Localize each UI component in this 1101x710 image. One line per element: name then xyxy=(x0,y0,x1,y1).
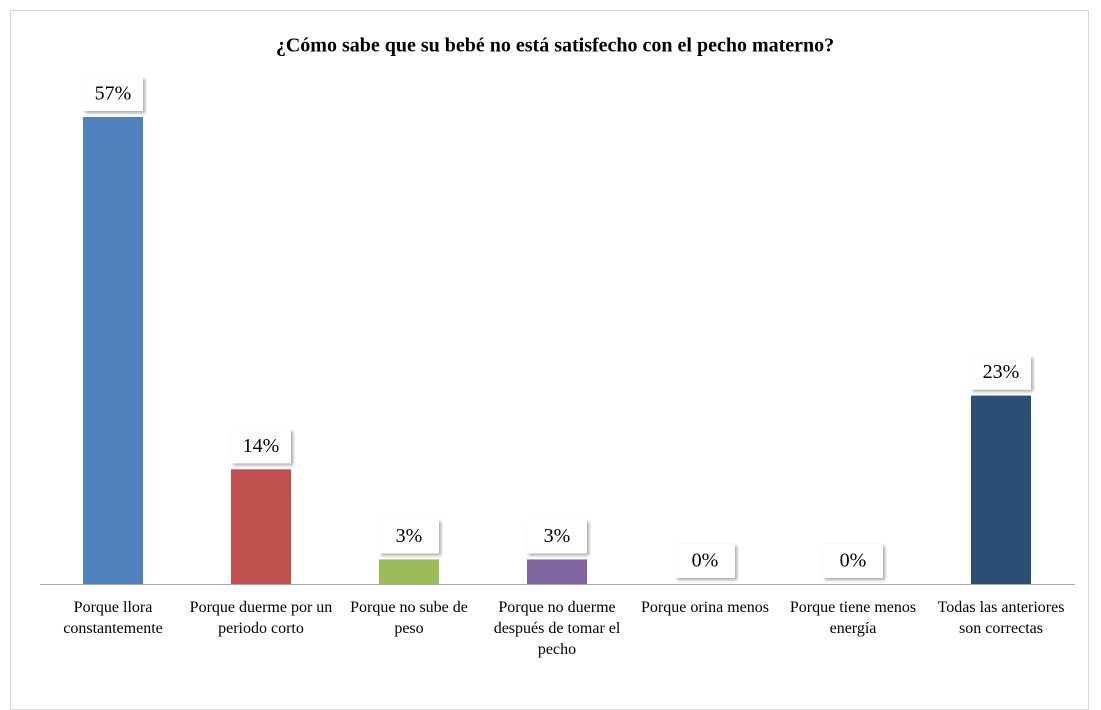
value-label-box xyxy=(971,355,1031,390)
value-label: 3% xyxy=(396,525,423,547)
value-label: 14% xyxy=(243,435,280,457)
value-label: 57% xyxy=(95,83,132,105)
x-tick-label: Porque no sube de peso xyxy=(350,599,468,637)
value-label-box xyxy=(823,544,883,578)
x-tick-label: Porque duerme por un periodo corto xyxy=(189,599,333,637)
bar xyxy=(83,117,143,584)
value-label-box xyxy=(231,429,291,464)
bar xyxy=(231,469,291,584)
bar xyxy=(971,395,1031,584)
chart-title: ¿Cómo sabe que su bebé no está satisfech… xyxy=(276,35,834,57)
value-label-box xyxy=(83,77,143,111)
x-tick-label: Porque orina menos xyxy=(641,599,769,616)
x-tick-label: Porque llora constantemente xyxy=(63,599,163,637)
x-tick-label: Porque tiene menos energía xyxy=(789,599,917,637)
x-tick-label: Todas las anteriores son correctas xyxy=(937,599,1065,637)
value-label: 0% xyxy=(692,550,719,572)
value-label: 3% xyxy=(544,525,571,547)
value-label-box xyxy=(675,544,735,578)
x-tick-label: Porque no duerme después de tomar el pec… xyxy=(493,599,621,658)
bar xyxy=(527,559,587,584)
value-label-box xyxy=(527,519,587,554)
bar xyxy=(379,559,439,584)
value-label: 23% xyxy=(983,361,1020,383)
value-label: 0% xyxy=(840,550,867,572)
value-label-box xyxy=(379,519,439,554)
